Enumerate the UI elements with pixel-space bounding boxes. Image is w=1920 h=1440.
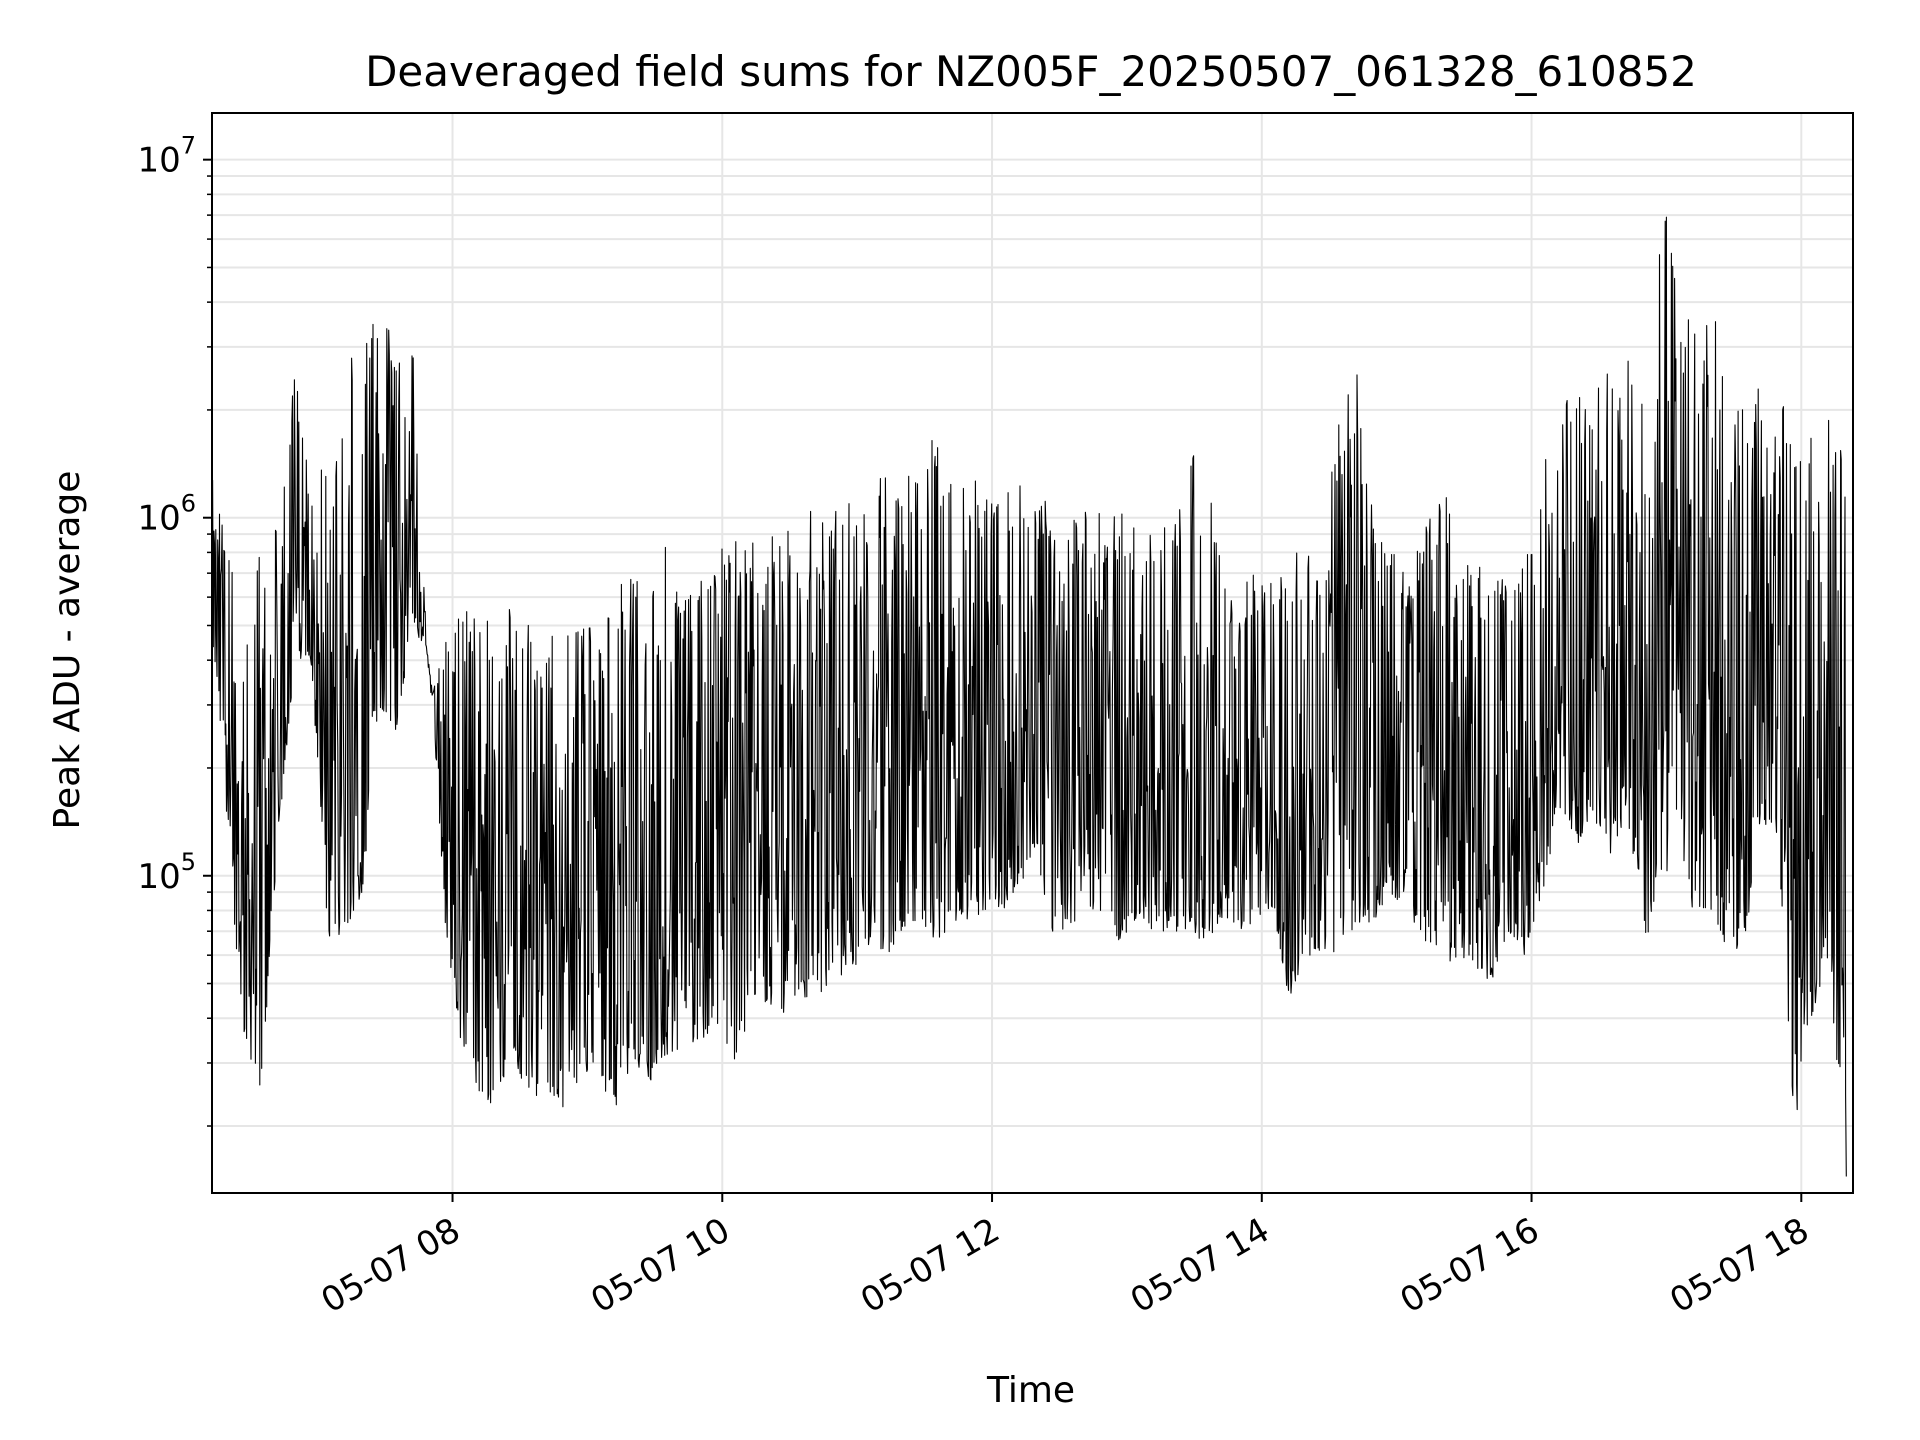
plot-frame — [211, 112, 1854, 1194]
y-tick-label: 107 — [137, 132, 196, 181]
y-axis: 105 106 107 — [137, 132, 212, 1127]
x-axis-label: Time — [986, 1370, 1075, 1411]
chart-title: Deaveraged field sums for NZ005F_2025050… — [365, 47, 1697, 96]
y-tick-label: 106 — [137, 490, 196, 539]
y-tick-label: 105 — [137, 848, 196, 897]
plot-area — [211, 216, 1847, 1177]
y-axis-label: Peak ADU - average — [47, 471, 88, 830]
series-line — [211, 216, 1847, 1177]
